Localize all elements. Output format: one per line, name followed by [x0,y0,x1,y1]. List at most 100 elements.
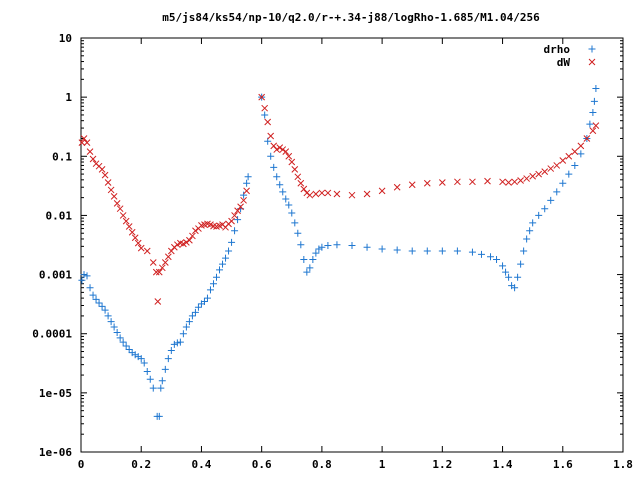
data-point-drho [378,245,386,253]
data-point-drho [348,242,356,250]
data-point-dW [261,104,269,112]
data-point-dW [143,247,151,255]
data-point-drho [240,191,248,199]
data-point-dW [505,179,512,186]
y-tick-label: 1e-05 [39,387,72,400]
data-point-dW [499,178,506,186]
data-point-drho [487,253,495,261]
data-point-drho [408,247,416,255]
data-point-drho [499,262,507,270]
data-point-drho [191,308,199,316]
data-point-drho [113,328,121,336]
data-point-drho [267,152,275,160]
data-point-dW [306,191,314,199]
data-point-dW [237,203,244,211]
data-point-drho [213,273,220,281]
data-point-drho [95,299,103,307]
data-point-drho [222,254,230,262]
data-point-drho [363,243,371,251]
data-point-dW [154,298,162,305]
data-point-drho [116,334,124,342]
data-point-dW [282,148,290,155]
data-point-drho [592,85,600,93]
data-point-drho [182,323,190,331]
plot-frame [80,37,624,453]
data-point-dW [589,127,597,135]
data-point-drho [101,306,109,314]
data-point-drho [78,276,86,284]
data-point-drho [309,255,317,263]
data-point-dW [517,177,524,184]
data-point-dW [78,139,86,147]
series-dW [78,93,600,305]
data-point-drho [273,173,281,181]
data-point-dW [98,166,106,173]
data-point-drho [261,111,269,119]
y-tick-label: 0.01 [46,209,73,222]
data-point-dW [231,212,238,219]
data-point-drho [276,181,284,189]
data-point-dW [264,118,272,126]
data-point-drho [315,245,323,253]
data-point-dW [137,244,145,252]
data-point-dW [408,181,416,189]
data-point-dW [318,189,326,197]
data-point-dW [155,268,163,276]
data-point-dW [122,217,130,225]
data-point-dW [583,135,591,142]
x-tick-label: 1.6 [553,458,573,471]
data-point-drho [520,247,528,255]
data-point-dW [113,200,121,207]
data-point-dW [577,142,585,150]
data-point-dW [167,247,175,255]
data-point-drho [157,384,165,392]
data-point-dW [267,132,275,140]
data-point-dW [240,196,247,204]
legend-marker-dW [588,58,596,66]
data-point-drho [122,342,130,350]
data-point-dW [125,223,133,230]
data-point-drho [523,235,531,243]
data-point-dW [161,259,169,266]
y-tick-label: 1 [65,91,72,104]
data-point-dW [529,172,537,180]
data-point-drho [553,188,561,196]
data-point-dW [152,268,160,276]
data-point-drho [173,339,181,347]
data-point-dW [348,191,356,199]
data-point-dW [592,122,600,129]
data-point-drho [559,179,567,187]
data-point-dW [110,193,118,200]
data-point-dW [523,175,530,182]
data-point-drho [143,367,151,375]
data-point-drho [244,173,252,181]
data-point-drho [297,241,305,249]
data-point-dW [164,253,172,261]
data-point-dW [300,185,308,193]
x-tick-label: 0.6 [252,458,272,471]
data-point-dW [258,93,266,101]
data-point-drho [225,247,233,255]
data-point-dW [80,135,88,142]
data-points [78,85,600,420]
data-point-drho [529,219,537,227]
data-point-dW [393,183,401,191]
data-point-drho [185,318,193,326]
data-point-drho [282,195,290,203]
data-point-drho [303,268,311,276]
chart-title: m5/js84/ks54/np-10/q2.0/r-+.34-j88/logRh… [162,11,540,24]
y-tick-label: 10 [59,32,72,45]
data-point-drho [535,211,543,219]
data-point-dW [511,178,518,186]
data-point-drho [502,268,510,276]
data-point-dW [83,139,91,147]
data-point-dW [547,165,555,172]
series-drho [78,85,600,420]
data-point-dW [288,158,296,166]
data-point-drho [203,294,211,302]
data-point-dW [134,239,142,247]
data-point-drho [206,286,214,294]
data-point-drho [209,280,217,288]
data-point-drho [200,298,208,306]
